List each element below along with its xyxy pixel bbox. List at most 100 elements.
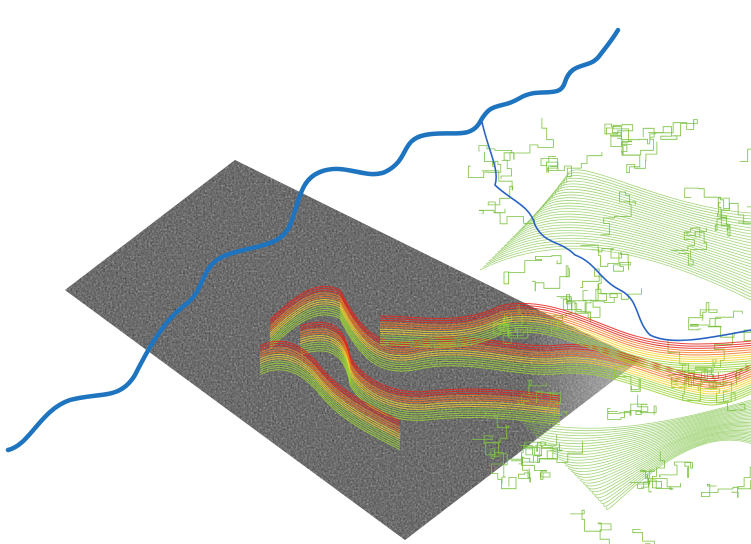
contour [678,231,708,266]
contour [531,265,570,292]
contour-lines [467,117,751,544]
contour [521,210,751,467]
contour [530,202,751,475]
ridge-line [259,358,401,440]
ridge-line [259,367,401,448]
ridge-line [269,312,751,404]
contour [591,249,632,272]
contour [609,128,632,156]
contour [536,197,751,481]
tributary [481,121,751,342]
ridge-line [269,310,751,401]
contour [570,509,612,544]
contour [607,394,649,415]
contour [497,232,751,445]
contour [500,229,751,447]
contour [688,302,718,331]
ridge-line [299,337,561,412]
contour [607,405,657,420]
contour [671,366,719,381]
contour [471,411,510,444]
ridge-line [269,288,751,379]
contour [746,206,751,208]
ridge-line [379,318,751,360]
contour [491,237,751,439]
ridge-line [379,302,751,345]
contour [545,189,751,490]
ridge-line [299,332,561,408]
contour [610,127,655,156]
contour [540,156,559,173]
ridge-line [259,364,401,446]
ridge-line [379,322,751,365]
ridge-line [269,292,751,384]
contour [467,151,502,178]
river [5,27,621,453]
ridge-line [299,321,561,397]
contour [509,221,751,455]
contour [731,466,751,498]
contour [485,243,751,434]
contour [580,244,629,271]
contour [494,235,751,442]
contour [648,119,698,140]
ridge-line [259,349,401,431]
contour [479,248,751,429]
contour [560,297,592,323]
contour [640,469,681,488]
contour [533,200,751,478]
ridge-line [299,345,561,421]
contour [519,442,547,457]
contour [527,205,751,473]
contour [478,145,513,179]
ridge-line [259,351,401,433]
ridge-line [379,313,751,356]
contour [689,310,743,328]
contour [501,117,554,161]
ridge-line [259,345,401,426]
ridge-line [259,347,401,429]
ridge-line [379,309,751,352]
ridge-line [269,285,751,377]
contour [489,304,523,326]
contour [554,180,751,498]
contour [604,123,634,139]
ridge-line [269,314,751,406]
contour [539,194,751,484]
heat-ridges [259,285,751,451]
contour [621,119,695,145]
contour [548,186,751,493]
ridge-line [269,294,751,386]
contour [512,219,751,458]
contour [632,529,655,544]
ridge-line [269,305,751,397]
ridge-line [269,301,751,393]
contour [701,480,751,497]
ridge-line [299,348,561,423]
contour [506,224,751,453]
ridge-line [259,353,401,435]
ridge-line [299,323,561,399]
ridge-line [269,296,751,388]
ridge-line [379,329,751,371]
ridge-line [259,356,401,437]
ridge-line [269,303,751,395]
ridge-line [379,324,751,367]
ridge-line [259,342,401,424]
ridge-line [259,369,401,451]
ridge-line [269,290,751,382]
contour [482,245,751,432]
contour [582,288,642,301]
ridge-line [379,307,751,349]
ridge-line [259,362,401,444]
contour [503,255,562,285]
ridge-line [269,299,751,390]
contour [522,434,558,463]
contour [484,442,508,485]
contour [524,208,751,470]
contour [566,169,751,510]
ridge-line [259,360,401,442]
contour [629,451,665,489]
